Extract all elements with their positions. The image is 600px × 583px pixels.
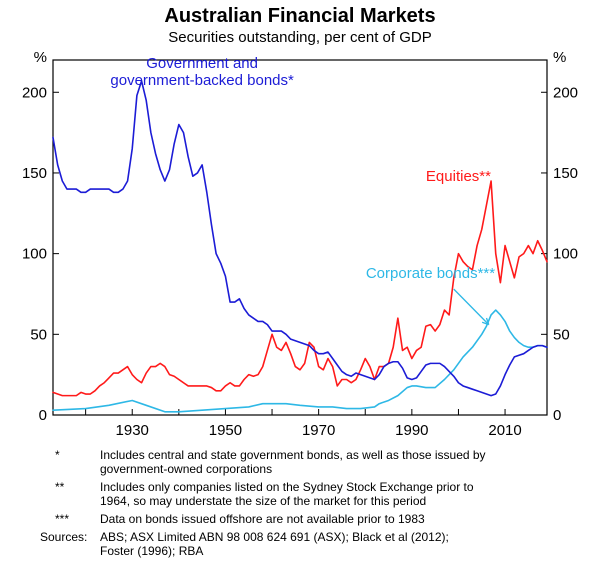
series-gov-bonds xyxy=(53,81,547,396)
chart-container: Australian Financial Markets Securities o… xyxy=(0,0,600,583)
sources-text: ABS; ASX Limited ABN 98 008 624 691 (ASX… xyxy=(100,530,449,544)
footnote-text: government-owned corporations xyxy=(100,462,272,476)
footnote-text: 1964, so may understate the size of the … xyxy=(100,494,426,508)
ytick-label-right: 150 xyxy=(553,165,578,182)
chart-subtitle: Securities outstanding, per cent of GDP xyxy=(168,29,431,46)
plot-border xyxy=(53,60,547,415)
footnote-text: Includes only companies listed on the Sy… xyxy=(100,480,474,494)
chart-title: Australian Financial Markets xyxy=(164,5,435,27)
xtick-label: 1930 xyxy=(116,422,149,439)
xtick-label: 1990 xyxy=(395,422,428,439)
footnote-symbol: ** xyxy=(55,480,65,494)
xtick-label: 2010 xyxy=(488,422,521,439)
ytick-label-right: 50 xyxy=(553,326,570,343)
arrow-corporate-bonds xyxy=(454,289,489,325)
series-equities xyxy=(53,181,547,396)
ytick-label-right: 100 xyxy=(553,246,578,263)
xtick-label: 1970 xyxy=(302,422,335,439)
chart-svg: Australian Financial Markets Securities o… xyxy=(0,0,600,583)
ytick-label-right: 200 xyxy=(553,84,578,101)
y-unit-left: % xyxy=(34,49,47,66)
ytick-label-left: 200 xyxy=(22,84,47,101)
label-corporate-bonds: Corporate bonds*** xyxy=(366,265,495,282)
footnote-symbol: *** xyxy=(55,512,69,526)
footnote-text: Data on bonds issued offshore are not av… xyxy=(100,512,425,526)
ytick-label-left: 50 xyxy=(30,326,47,343)
footnote-symbol: * xyxy=(55,448,60,462)
ytick-label-left: 100 xyxy=(22,246,47,263)
label-equities: Equities** xyxy=(426,168,491,185)
ytick-label-left: 150 xyxy=(22,165,47,182)
xtick-label: 1950 xyxy=(209,422,242,439)
ytick-label-right: 0 xyxy=(553,407,561,424)
ytick-label-left: 0 xyxy=(39,407,47,424)
sources-text: Foster (1996); RBA xyxy=(100,544,203,558)
y-unit-right: % xyxy=(553,49,566,66)
footnote-text: Includes central and state government bo… xyxy=(100,448,486,462)
sources-label: Sources: xyxy=(40,530,87,544)
series-corporate-bonds xyxy=(53,310,547,412)
